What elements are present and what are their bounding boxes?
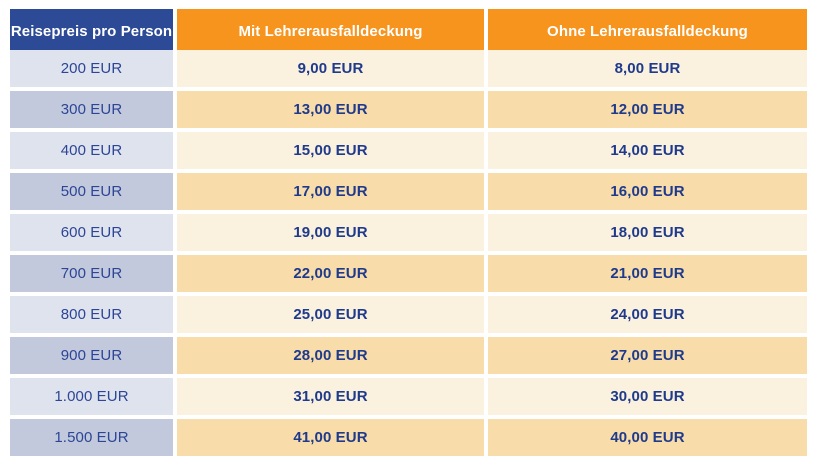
travel-price-cell: 1.000 EUR xyxy=(10,378,173,415)
travel-price-cell: 300 EUR xyxy=(10,91,173,128)
price-with-cover-cell: 22,00 EUR xyxy=(177,255,484,292)
price-with-cover-cell: 17,00 EUR xyxy=(177,173,484,210)
price-with-cover-cell: 41,00 EUR xyxy=(177,419,484,456)
price-without-cover-cell: 14,00 EUR xyxy=(488,132,807,169)
price-with-cover-cell: 28,00 EUR xyxy=(177,337,484,374)
price-without-cover-cell: 40,00 EUR xyxy=(488,419,807,456)
price-without-cover-cell: 18,00 EUR xyxy=(488,214,807,251)
price-without-cover-cell: 27,00 EUR xyxy=(488,337,807,374)
travel-price-cell: 700 EUR xyxy=(10,255,173,292)
header-without-teacher-cancellation-cover: Ohne Lehrerausfalldeckung xyxy=(488,9,807,54)
price-with-cover-cell: 15,00 EUR xyxy=(177,132,484,169)
travel-price-cell: 800 EUR xyxy=(10,296,173,333)
price-with-cover-cell: 9,00 EUR xyxy=(177,50,484,87)
travel-price-cell: 900 EUR xyxy=(10,337,173,374)
price-with-cover-cell: 13,00 EUR xyxy=(177,91,484,128)
header-with-teacher-cancellation-cover: Mit Lehrerausfalldeckung xyxy=(177,9,484,54)
price-with-cover-cell: 19,00 EUR xyxy=(177,214,484,251)
price-with-cover-cell: 25,00 EUR xyxy=(177,296,484,333)
travel-price-cell: 1.500 EUR xyxy=(10,419,173,456)
insurance-price-table: Reisepreis pro Person Mit Lehrerausfalld… xyxy=(10,9,807,456)
travel-price-cell: 600 EUR xyxy=(10,214,173,251)
travel-price-cell: 200 EUR xyxy=(10,50,173,87)
price-without-cover-cell: 16,00 EUR xyxy=(488,173,807,210)
travel-price-cell: 500 EUR xyxy=(10,173,173,210)
price-without-cover-cell: 24,00 EUR xyxy=(488,296,807,333)
price-without-cover-cell: 12,00 EUR xyxy=(488,91,807,128)
price-without-cover-cell: 21,00 EUR xyxy=(488,255,807,292)
price-without-cover-cell: 8,00 EUR xyxy=(488,50,807,87)
travel-price-cell: 400 EUR xyxy=(10,132,173,169)
price-with-cover-cell: 31,00 EUR xyxy=(177,378,484,415)
header-travel-price: Reisepreis pro Person xyxy=(10,9,173,54)
price-without-cover-cell: 30,00 EUR xyxy=(488,378,807,415)
